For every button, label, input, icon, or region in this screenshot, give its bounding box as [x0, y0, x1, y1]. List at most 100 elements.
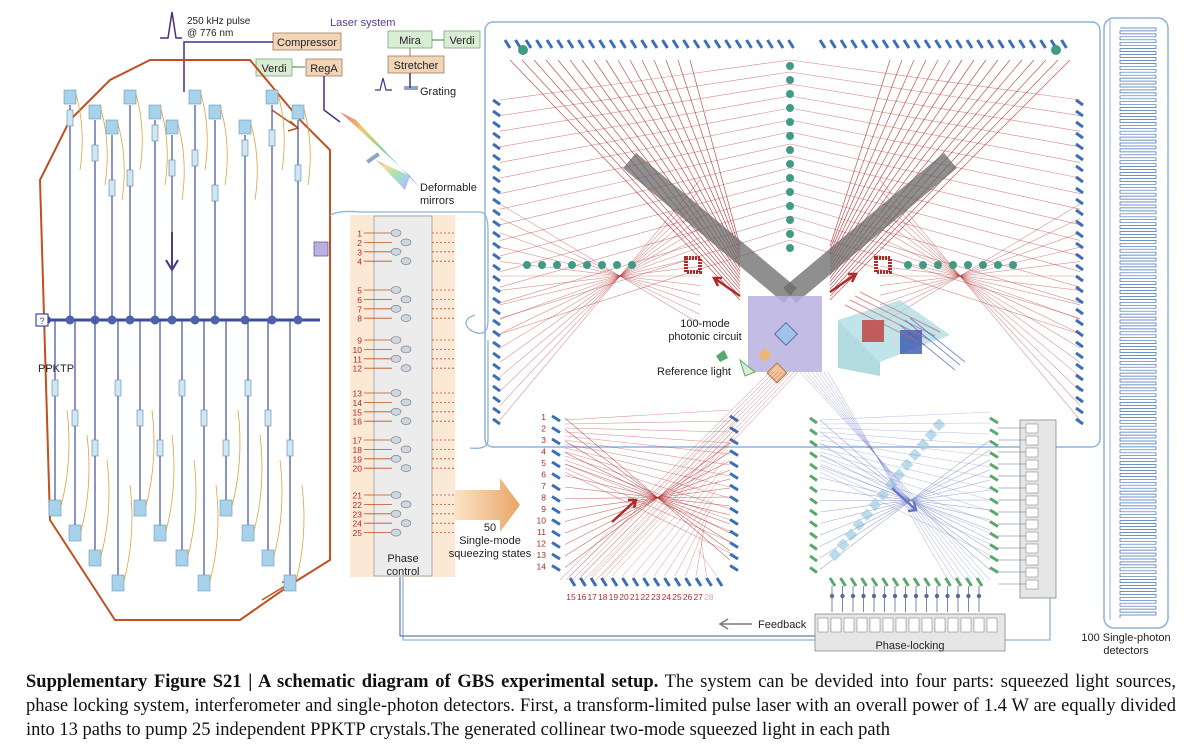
- fiber-stretcher: [400, 500, 412, 509]
- beam-splitter-node: [267, 315, 277, 325]
- stretcher-box: [387, 55, 445, 74]
- port-number: 21: [630, 592, 640, 602]
- crystal-unit: [175, 549, 189, 567]
- fiber-stretcher: [390, 454, 402, 463]
- port-number: 16: [577, 592, 587, 602]
- beam-splitter-node: [293, 315, 303, 325]
- beam-splitter-node: [190, 315, 200, 325]
- teal-node: [523, 261, 531, 269]
- fiber-stretcher: [390, 248, 402, 256]
- phase-channel-number: 10: [353, 345, 363, 355]
- fiber-stretcher: [390, 491, 402, 499]
- ppktp-label: PPKTP: [38, 363, 74, 375]
- chip-3d-inset: [838, 291, 966, 376]
- port-number: 22: [640, 592, 650, 602]
- laser-system-title: Laser system: [330, 17, 395, 29]
- phase-channel-number: 8: [357, 314, 362, 324]
- phase-channel-number: 7: [357, 304, 362, 314]
- crystal-unit: [148, 104, 162, 120]
- phase-channel-number: 23: [353, 509, 363, 519]
- fiber-stretcher: [400, 398, 412, 407]
- crystal-unit: [241, 524, 255, 542]
- teal-node: [613, 261, 621, 269]
- fiber-stretcher: [400, 345, 412, 354]
- teal-node: [786, 174, 794, 182]
- teal-node: [919, 261, 927, 269]
- teal-node: [786, 118, 794, 126]
- teal-node: [538, 261, 546, 269]
- beam-splitter-node: [125, 315, 135, 325]
- squeeze-count: 50: [484, 522, 496, 534]
- port-number: 15: [566, 592, 576, 602]
- crystal-unit: [88, 104, 102, 120]
- pulse-shape-icon: [160, 11, 182, 39]
- phase-channel-number: 1: [357, 229, 362, 239]
- port-number: 1: [541, 412, 546, 422]
- port-number: 24: [662, 592, 672, 602]
- teal-node: [786, 244, 794, 252]
- lower-interferometer-mesh: [551, 371, 999, 612]
- squeeze-line-2: squeezing states: [449, 548, 532, 560]
- phase-control: 1234567891011121314151617181920212223242…: [329, 210, 1051, 641]
- pulse-label-1: 250 kHz pulse: [187, 16, 251, 27]
- squeezing-arrow-icon: [455, 478, 520, 532]
- port-number: 5: [541, 458, 546, 468]
- phase-channel-number: 15: [353, 407, 363, 417]
- detector-meander: [1109, 20, 1157, 620]
- teal-node: [786, 202, 794, 210]
- phase-channel-number: 4: [357, 257, 362, 267]
- teal-node: [786, 216, 794, 224]
- fiber-stretcher: [390, 407, 402, 416]
- circuit-label-2: photonic circuit: [668, 331, 741, 343]
- phase-channel-list: 1234567891011121314151617181920212223242…: [353, 229, 455, 538]
- phase-channel-number: 18: [353, 445, 363, 455]
- fiber-stretcher: [400, 238, 412, 247]
- teal-node: [934, 261, 942, 269]
- teal-node: [979, 261, 987, 269]
- crystal-unit: [261, 549, 275, 567]
- phase-channel-number: 24: [353, 519, 363, 529]
- crystal-unit: [197, 574, 211, 592]
- teal-node: [628, 261, 636, 269]
- compressor-label: Compressor: [277, 37, 337, 49]
- fiber-stretcher: [400, 519, 412, 528]
- fiber-stretcher: [390, 389, 402, 397]
- deformable-label-1: Deformable: [420, 182, 477, 194]
- red-arrow-right-icon: [829, 272, 859, 294]
- port-number: 17: [587, 592, 597, 602]
- verdi-left-label: Verdi: [261, 63, 286, 75]
- svg-text:?: ?: [39, 316, 44, 326]
- fiber-stretcher: [390, 229, 402, 237]
- port-number: 26: [683, 592, 693, 602]
- teal-node: [786, 62, 794, 70]
- teal-node: [598, 261, 606, 269]
- phase-locking-label: Phase-locking: [875, 640, 944, 652]
- crystal-unit: [153, 524, 167, 542]
- beam-splitter-node: [167, 315, 177, 325]
- teal-node: [786, 160, 794, 168]
- phase-channel-number: 22: [353, 500, 363, 510]
- phase-channel-number: 9: [357, 336, 362, 346]
- port-number: 8: [541, 493, 546, 503]
- port-number: 6: [541, 470, 546, 480]
- caption-title: Supplementary Figure S21 | A schematic d…: [26, 672, 659, 692]
- reference-light-label: Reference light: [657, 366, 731, 378]
- phase-channel-number: 5: [357, 286, 362, 296]
- caption-text: The system can be devided into four part…: [26, 672, 1176, 740]
- grating-label: Grating: [420, 86, 456, 98]
- feedback-arrow-icon: [718, 618, 752, 630]
- teal-node: [568, 261, 576, 269]
- phase-channel-number: 13: [353, 389, 363, 399]
- crystal-unit: [133, 499, 147, 517]
- fiber-stretcher: [390, 286, 402, 294]
- crystal-unit: [68, 524, 82, 542]
- port-number: 9: [541, 504, 546, 514]
- red-arrow-left-icon: [711, 276, 741, 298]
- feedback-label: Feedback: [758, 619, 807, 631]
- port-number: 20: [619, 592, 629, 602]
- phase-control-label-2: control: [386, 566, 419, 578]
- fiber-stretcher: [400, 314, 412, 323]
- interferometer: 100-mode photonic circuit Reference ligh…: [484, 21, 1101, 612]
- port-number: 2: [541, 424, 546, 434]
